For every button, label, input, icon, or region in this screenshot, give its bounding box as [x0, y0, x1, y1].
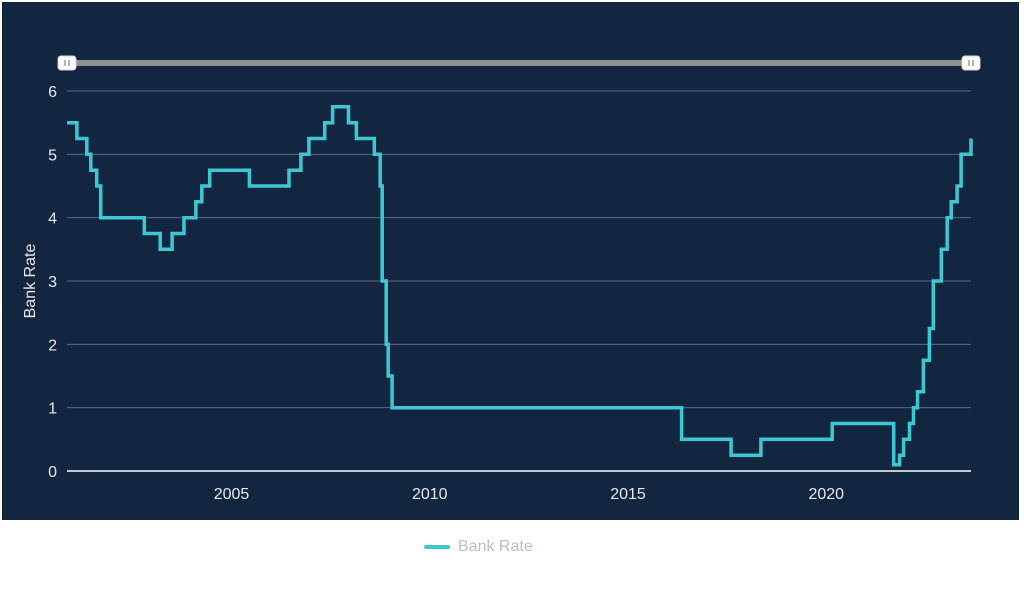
x-axis-ticks: 2005 2010 2015 2020: [214, 486, 844, 503]
navigator-track[interactable]: [67, 60, 971, 66]
handle-body[interactable]: [57, 55, 77, 71]
y-tick-label: 3: [48, 274, 57, 291]
gridlines: [67, 90, 971, 472]
x-tick-label: 2015: [610, 486, 646, 503]
y-tick-label: 0: [48, 464, 57, 481]
navigator-right-handle[interactable]: [961, 55, 981, 71]
y-axis-ticks: 0 1 2 3 4 5 6: [48, 84, 57, 481]
navigator-left-handle[interactable]: [57, 55, 77, 71]
y-tick-label: 5: [48, 147, 57, 164]
y-tick-label: 1: [48, 401, 57, 418]
x-tick-label: 2010: [412, 486, 448, 503]
x-tick-label: 2020: [808, 486, 844, 503]
legend-item-bank-rate[interactable]: Bank Rate: [424, 536, 533, 558]
x-tick-label: 2005: [214, 486, 250, 503]
series-line-bank-rate[interactable]: [67, 105, 973, 467]
y-tick-label: 4: [48, 211, 57, 228]
y-tick-label: 2: [48, 337, 57, 354]
handle-body[interactable]: [961, 55, 981, 71]
range-navigator[interactable]: [57, 55, 981, 71]
chart-panel: [2, 2, 1019, 520]
legend-label: Bank Rate: [458, 538, 533, 555]
y-tick-label: 6: [48, 84, 57, 101]
legend-swatch: [424, 545, 450, 549]
y-axis-title: Bank Rate: [22, 244, 39, 319]
